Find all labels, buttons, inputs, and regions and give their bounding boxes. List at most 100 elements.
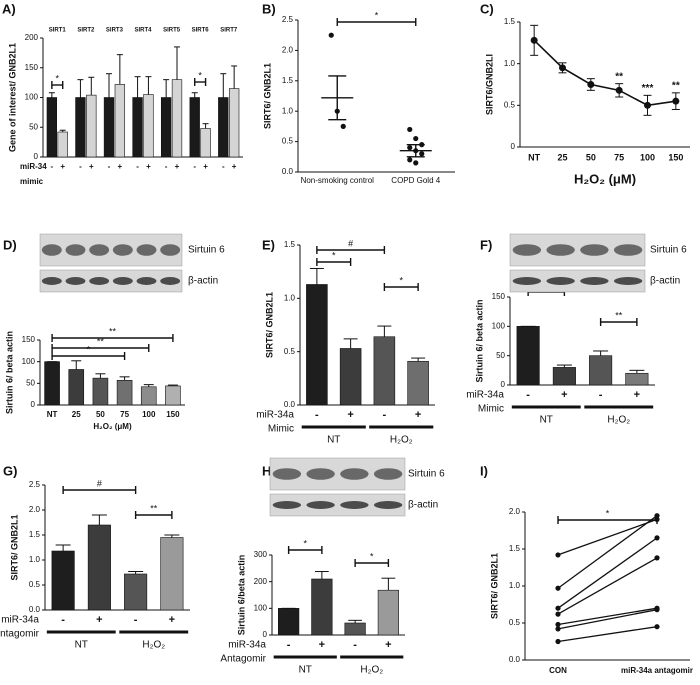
y-tick-label: 100	[25, 93, 39, 102]
significance: **	[615, 310, 623, 320]
x-tick-label: NT	[528, 152, 540, 162]
x-tick-label: 150	[166, 410, 180, 419]
blot-band	[136, 277, 157, 285]
x-tick-label: +	[169, 614, 175, 626]
y-axis-label: Sirtuin 6/ beta actin	[474, 299, 484, 382]
y-tick-label: 100	[254, 603, 268, 612]
bar	[160, 97, 172, 158]
x-tick-label: 25	[72, 410, 81, 419]
y-tick-label: 150	[25, 63, 39, 72]
significance: *	[198, 70, 202, 80]
blot-label: Sirtuin 6	[408, 469, 445, 480]
blot	[269, 493, 406, 517]
x-tick-label: -	[599, 389, 603, 401]
group-label: NT	[540, 415, 553, 426]
category-label: SIRT1	[49, 28, 67, 34]
group-label: NT	[299, 665, 312, 676]
group-label: NT	[327, 435, 340, 446]
bar	[92, 377, 109, 406]
bar	[44, 361, 60, 406]
y-tick-label: 0.0	[29, 605, 41, 614]
pair-line	[557, 518, 658, 556]
blot-band	[546, 244, 575, 256]
bar	[625, 372, 649, 386]
x-tick-label: -	[222, 162, 225, 171]
point	[407, 157, 413, 163]
y-tick-label: 0.5	[509, 618, 521, 627]
blot-band	[89, 277, 110, 285]
blot-label: Sirtuin 6	[188, 245, 225, 256]
blot-band	[580, 244, 609, 256]
blot-label: β-actin	[188, 276, 218, 287]
point	[340, 123, 346, 129]
blot	[39, 269, 183, 293]
x-tick-label: -	[134, 614, 138, 626]
x-tick-label: -	[136, 162, 139, 171]
bar	[516, 326, 540, 386]
y-axis-label: Gene of interest/ GNB2L1	[7, 43, 17, 152]
point	[644, 101, 651, 109]
blot-band	[340, 468, 369, 480]
blot-band	[546, 277, 575, 285]
significance: *	[370, 551, 374, 561]
blot-band	[136, 244, 157, 256]
panel-label: I)	[480, 463, 488, 478]
x-tick-label: -	[193, 162, 196, 171]
significance: *	[332, 250, 336, 260]
bar	[124, 573, 148, 611]
y-tick-label: 0.5	[504, 100, 516, 109]
point	[555, 638, 561, 645]
panel-label: F)	[480, 237, 492, 252]
y-tick-label: 50	[496, 351, 505, 360]
category-label: SIRT5	[163, 28, 181, 34]
x-tick-label: 75	[614, 152, 624, 162]
category-label: SIRT7	[220, 28, 238, 34]
blot-band	[272, 468, 302, 480]
panel-label: B)	[262, 1, 276, 16]
point	[654, 555, 660, 561]
category-label: SIRT2	[77, 28, 95, 34]
treatment-label: miR-34a	[228, 640, 266, 651]
y-tick-label: 300	[254, 550, 268, 559]
group-label: H₂O₂	[360, 665, 383, 676]
blot-label: β-actin	[650, 276, 680, 287]
x-tick-label: +	[634, 389, 640, 401]
significance: *	[606, 508, 610, 518]
point	[555, 626, 561, 632]
y-tick-label: 200	[254, 577, 268, 586]
pair-line	[557, 537, 658, 609]
significance: *	[399, 275, 403, 285]
y-tick-label: 100	[492, 321, 506, 330]
point	[407, 126, 413, 133]
group-label: H₂O₂	[607, 415, 630, 426]
pair-line	[557, 515, 658, 589]
point	[328, 32, 334, 38]
pair-line	[557, 609, 658, 630]
y-tick-label: 1.0	[284, 293, 296, 302]
blot-band	[613, 244, 643, 256]
significance: #	[348, 238, 353, 248]
x-tick-label: -	[353, 639, 357, 651]
panel-label: A)	[2, 1, 16, 16]
y-axis-label: SIRT6/ GNB2L1	[264, 292, 274, 358]
y-tick-label: 1.0	[282, 106, 294, 115]
significance: **	[97, 336, 105, 346]
x-tick-label: Non-smoking control	[301, 176, 375, 185]
point	[555, 621, 561, 628]
point	[559, 64, 566, 72]
y-tick-label: 1.0	[504, 59, 516, 68]
blot-band	[580, 277, 609, 285]
point	[615, 86, 623, 94]
blot-band	[89, 244, 110, 256]
point	[654, 624, 660, 630]
x-axis-label: mimic	[20, 177, 44, 186]
blot-band	[112, 244, 133, 256]
significance: **	[150, 503, 158, 513]
x-tick-label: -	[61, 614, 65, 626]
x-tick-label: 150	[668, 152, 683, 162]
group-label: H₂O₂	[142, 640, 165, 651]
x-tick-label: -	[383, 409, 387, 421]
point	[654, 535, 660, 541]
x-tick-label: +	[89, 162, 94, 171]
x-tick-label: 25	[557, 152, 567, 162]
